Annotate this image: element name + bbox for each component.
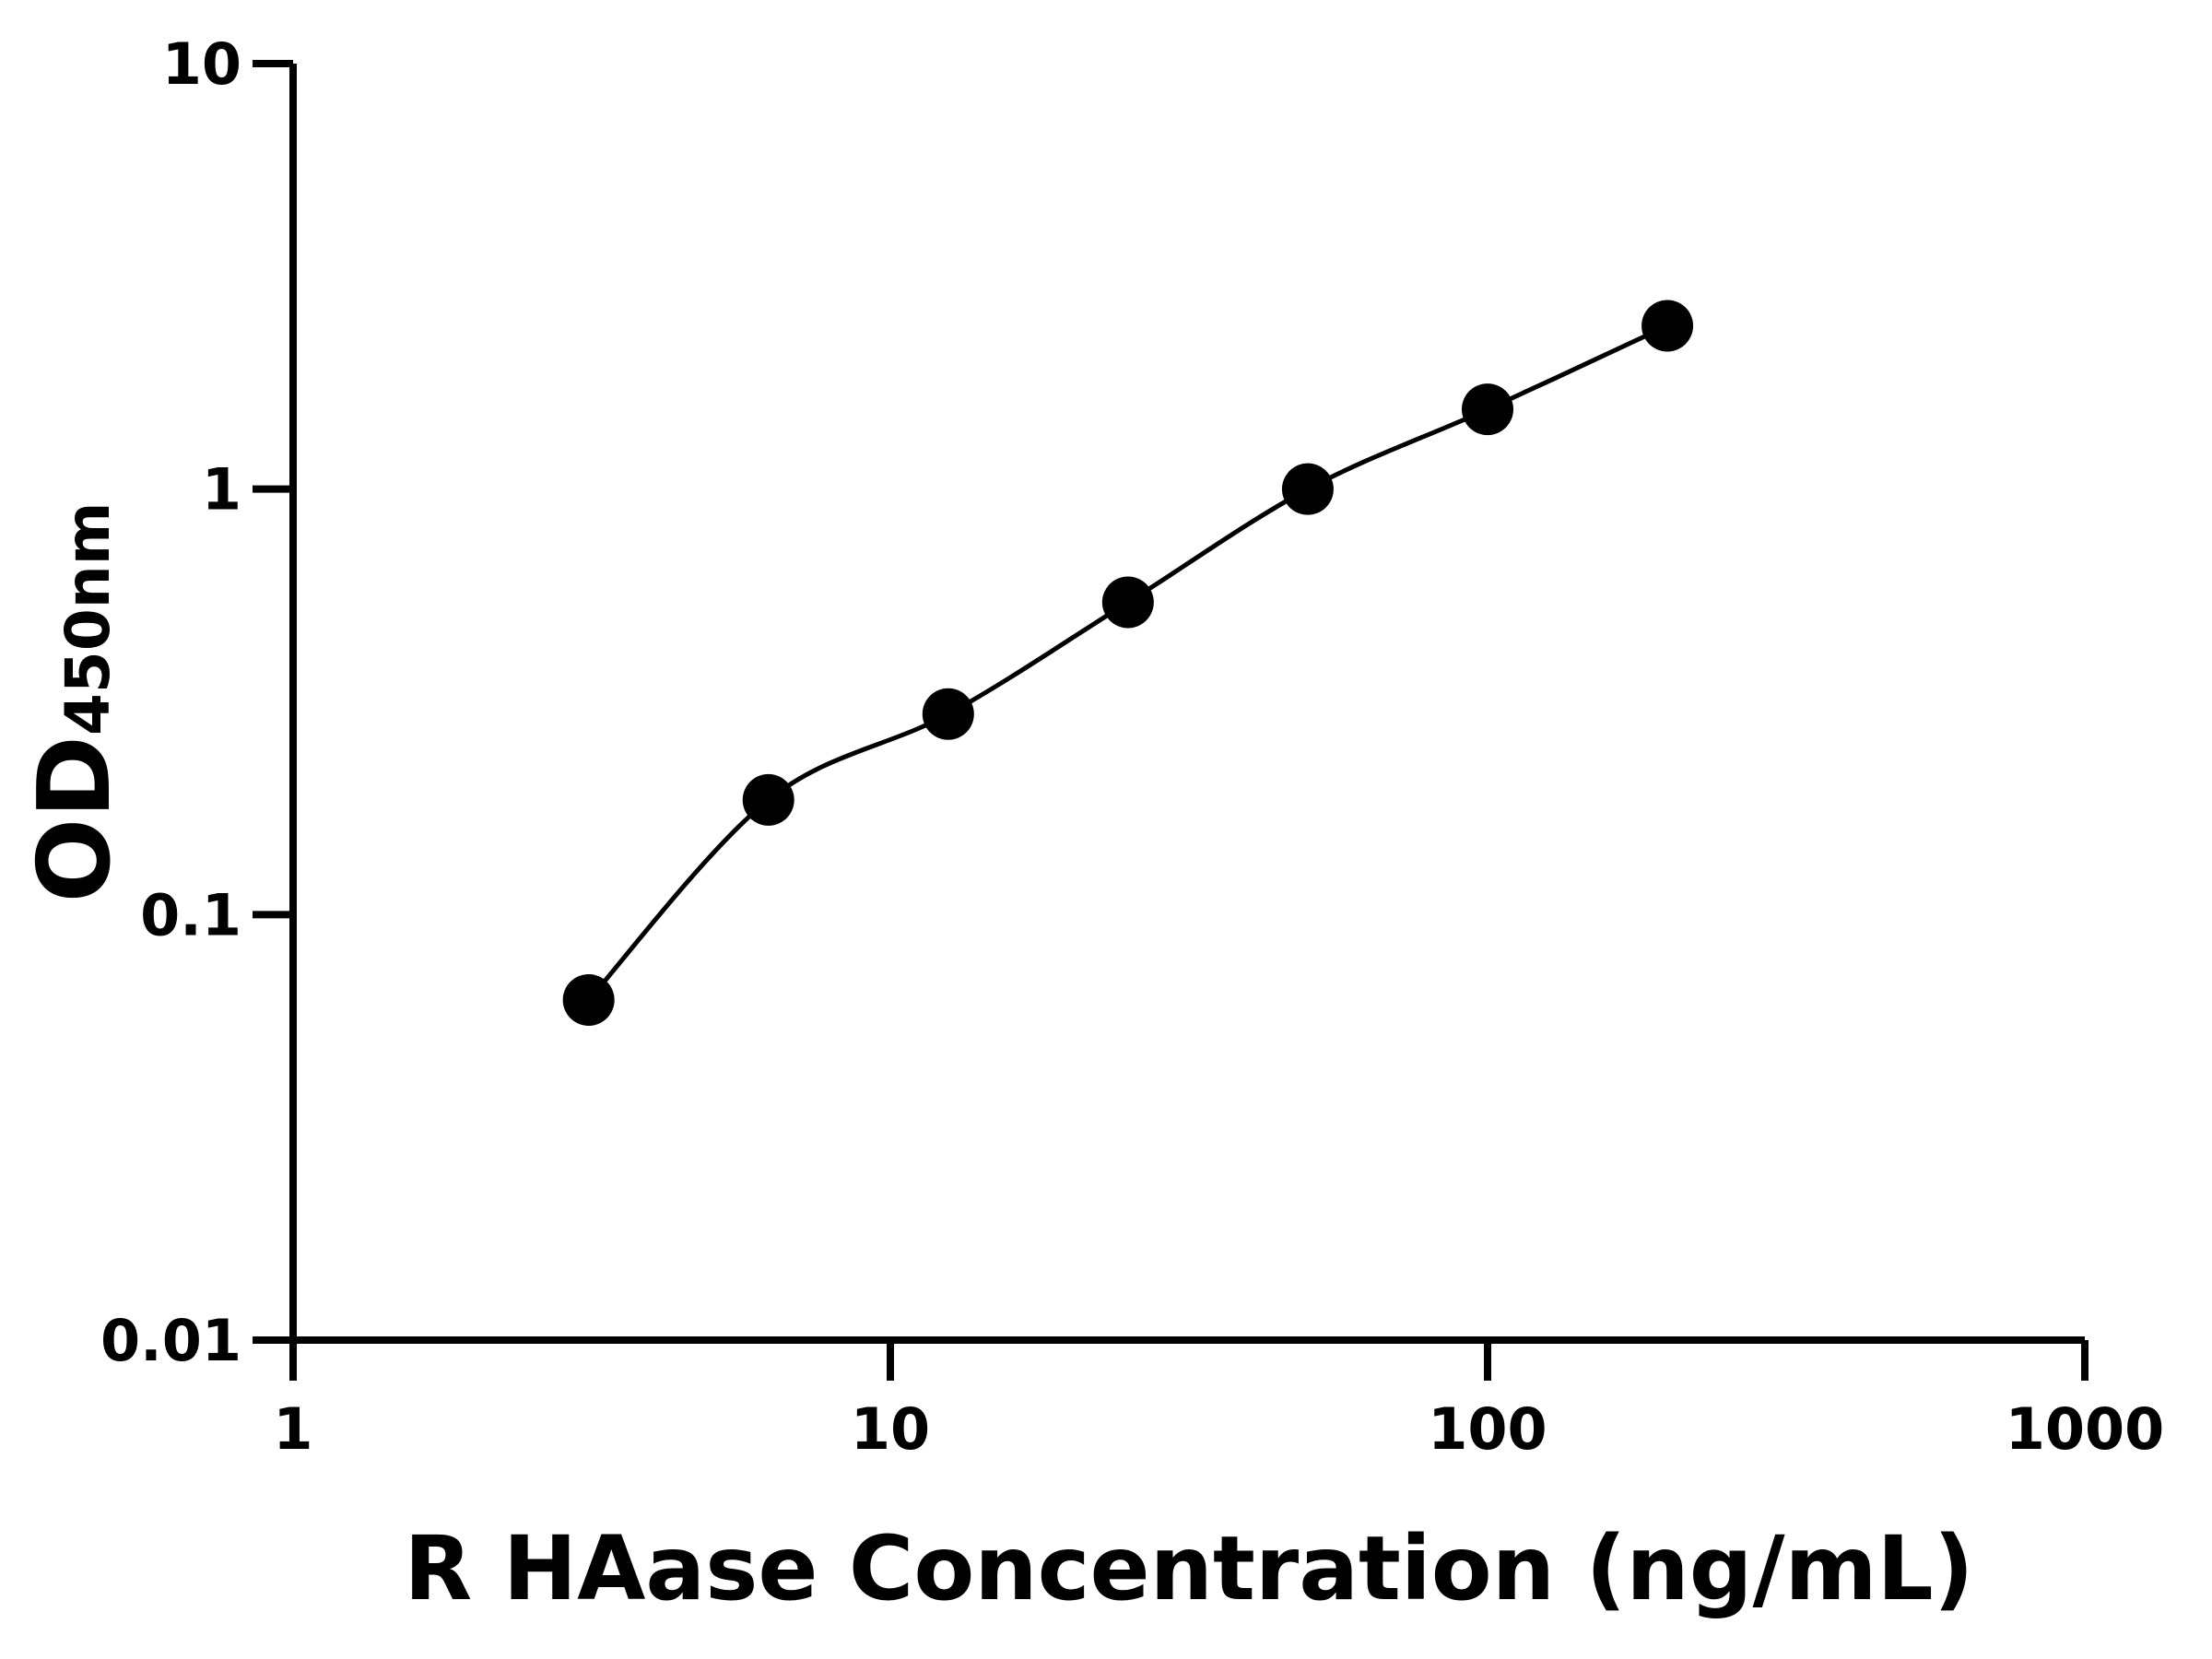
x-axis-label: R HAase Concentration (ng/mL) [404, 1517, 1973, 1620]
x-tick-label: 10 [851, 1395, 930, 1463]
x-tick-label: 1000 [2006, 1395, 2165, 1463]
y-tick-label: 1 [202, 456, 241, 524]
y-axis-label-main: OD [18, 735, 133, 902]
y-axis-label: OD450nm [18, 502, 133, 903]
data-point [562, 973, 615, 1026]
data-point [1281, 463, 1334, 515]
y-tick-label: 0.01 [100, 1307, 241, 1374]
y-tick-label: 0.1 [140, 881, 241, 948]
y-tick-label: 10 [162, 30, 241, 98]
data-point [922, 688, 974, 740]
data-point [1641, 300, 1694, 352]
x-tick-label: 1 [273, 1395, 312, 1463]
x-tick-label: 100 [1428, 1395, 1547, 1463]
data-point [1101, 576, 1154, 629]
data-point [742, 773, 794, 826]
y-axis-label-sub: 450nm [53, 502, 124, 736]
data-point [1462, 383, 1513, 436]
